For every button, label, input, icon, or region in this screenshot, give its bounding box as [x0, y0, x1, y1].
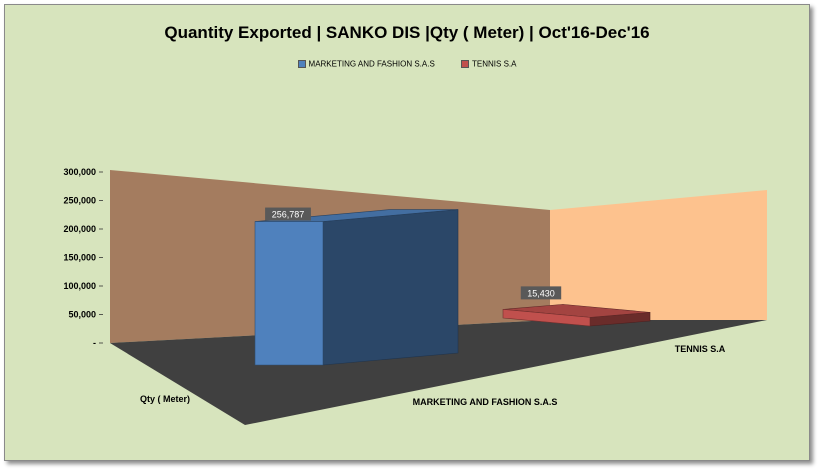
y-tick-label: 50,000: [68, 310, 96, 320]
legend-label-tennis: TENNIS S.A: [472, 59, 517, 69]
data-label-text: 15,430: [527, 288, 555, 298]
data-label-tennis: 15,430: [520, 286, 562, 300]
category-label-marketing: MARKETING AND FASHION S.A.S: [413, 397, 558, 407]
y-tick-label: 150,000: [63, 253, 96, 263]
data-label-box: [520, 286, 562, 300]
legend-swatch-marketing: [297, 60, 306, 69]
series-axis-label: Qty ( Meter): [140, 394, 190, 404]
y-tick-label: 200,000: [63, 224, 96, 234]
bar-side-face: [322, 209, 459, 366]
legend-item-marketing: MARKETING AND FASHION S.A.S: [297, 59, 435, 69]
y-tick-label: 100,000: [63, 281, 96, 291]
y-tick-label: 250,000: [63, 196, 96, 206]
legend-swatch-tennis: [461, 60, 470, 69]
bar-front-face: [502, 309, 591, 327]
side-wall: [550, 190, 767, 320]
category-label-tennis: TENNIS S.A: [675, 344, 726, 354]
y-axis: - 50,000 100,000 150,000 200,000 250,000 300,0…: [63, 167, 103, 348]
legend-item-tennis: TENNIS S.A: [461, 59, 517, 69]
legend-label-marketing: MARKETING AND FASHION S.A.S: [308, 59, 435, 69]
data-label-text: 256,787: [272, 210, 305, 220]
bar-front-face: [254, 221, 324, 366]
chart-title: Quantity Exported | SANKO DIS |Qty ( Met…: [164, 23, 650, 42]
bar-tennis: 15,430: [502, 286, 651, 327]
chart-legend: MARKETING AND FASHION S.A.S TENNIS S.A: [5, 59, 809, 69]
bars: 256,787 15,430: [254, 207, 651, 366]
data-label-box: [265, 207, 311, 221]
y-tick-label: 300,000: [63, 167, 96, 177]
bar-marketing: 256,787: [254, 207, 459, 366]
y-tick-label: -: [93, 338, 96, 348]
data-label-marketing: 256,787: [265, 207, 311, 221]
